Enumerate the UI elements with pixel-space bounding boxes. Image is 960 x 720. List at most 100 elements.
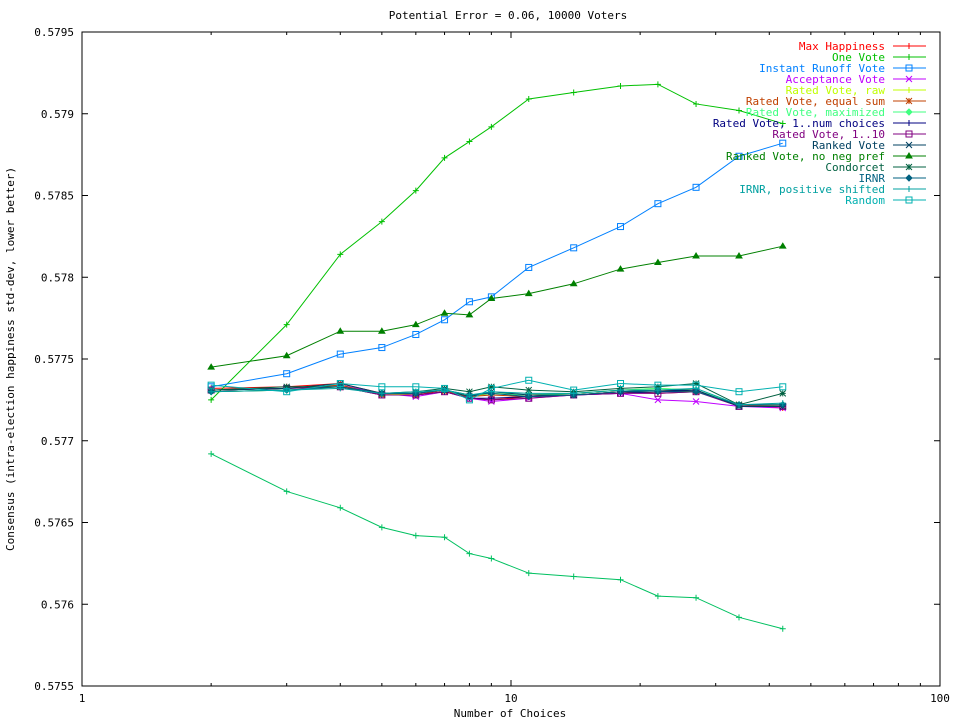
legend-marker xyxy=(905,163,913,171)
data-point xyxy=(654,396,662,404)
data-point xyxy=(525,386,533,394)
data-point xyxy=(736,614,743,621)
data-point xyxy=(779,625,786,632)
legend-label: IRNR xyxy=(859,172,886,185)
data-point xyxy=(411,320,420,328)
data-point xyxy=(692,183,700,191)
data-point xyxy=(488,383,495,391)
series-line xyxy=(211,386,783,407)
data-point xyxy=(377,327,386,334)
legend-marker xyxy=(905,64,913,72)
data-point xyxy=(283,321,290,328)
data-point xyxy=(654,258,662,266)
legend-marker xyxy=(905,108,913,116)
legend-label: Acceptance Vote xyxy=(786,73,885,86)
data-point xyxy=(570,244,578,252)
data-point xyxy=(525,392,533,401)
y-tick-label: 0.5775 xyxy=(34,353,74,366)
data-point xyxy=(570,573,577,580)
data-point xyxy=(692,398,700,405)
data-point xyxy=(735,388,743,396)
data-point xyxy=(525,570,532,577)
data-point xyxy=(336,327,345,334)
data-point xyxy=(441,384,449,392)
data-point xyxy=(692,252,700,259)
legend-marker xyxy=(906,54,912,60)
data-point xyxy=(692,381,700,389)
legend-marker xyxy=(905,152,913,159)
data-point xyxy=(525,96,532,103)
data-point xyxy=(487,294,496,302)
data-point xyxy=(617,223,625,231)
y-axis-label: Consensus (intra-election happiness std-… xyxy=(4,167,17,551)
legend-label: Random xyxy=(845,194,885,207)
data-point xyxy=(693,100,700,107)
data-point xyxy=(378,218,385,225)
legend-label: Rated Vote, raw xyxy=(786,84,886,97)
data-point xyxy=(412,330,420,338)
data-point xyxy=(654,81,661,88)
series-layer xyxy=(207,81,787,632)
axis-ticks: 0.5755 0.576 0.5765 0.577 0.5775 0.578 0.5785 0… xyxy=(34,26,950,705)
legend-label: One Vote xyxy=(832,51,885,64)
data-point xyxy=(525,376,533,384)
data-point xyxy=(779,120,786,127)
data-point xyxy=(207,381,215,389)
data-point xyxy=(525,263,533,271)
legend-label: Condorcet xyxy=(825,161,885,174)
data-point xyxy=(570,386,578,394)
x-tick-label: 10 xyxy=(504,692,517,705)
y-tick-label: 0.576 xyxy=(41,598,74,611)
data-point xyxy=(336,380,344,388)
y-tick-label: 0.5765 xyxy=(34,517,74,530)
data-point xyxy=(465,310,474,318)
data-point xyxy=(570,89,577,96)
data-point xyxy=(779,400,786,407)
y-tick-label: 0.5755 xyxy=(34,680,74,693)
y-tick-label: 0.5785 xyxy=(34,190,74,203)
data-point xyxy=(412,532,419,539)
x-tick-label: 100 xyxy=(930,692,950,705)
data-point xyxy=(617,82,624,89)
x-axis-label: Number of Choices xyxy=(454,707,567,720)
legend-label: Rated Vote, maximized xyxy=(746,106,885,119)
y-tick-label: 0.578 xyxy=(41,271,74,284)
data-point xyxy=(412,187,419,194)
data-point xyxy=(208,396,215,403)
data-point xyxy=(441,154,448,161)
legend-label: Instant Runoff Vote xyxy=(759,62,885,75)
chart-title: Potential Error = 0.06, 10000 Voters xyxy=(389,9,627,22)
data-point xyxy=(441,534,448,541)
data-point xyxy=(654,200,662,208)
legend-marker xyxy=(905,130,913,138)
data-point xyxy=(692,387,700,396)
data-point xyxy=(282,351,291,359)
data-point xyxy=(617,387,624,394)
data-point xyxy=(569,279,578,287)
data-point xyxy=(378,344,386,352)
data-point xyxy=(283,370,291,378)
series-line xyxy=(211,142,783,388)
series-line xyxy=(211,245,783,368)
series-ranked-vote-no-neg-pref xyxy=(207,242,787,370)
data-point xyxy=(440,309,449,316)
y-tick-label: 0.579 xyxy=(41,108,74,121)
data-point xyxy=(378,524,385,531)
data-point xyxy=(617,380,625,388)
legend-label: IRNR, positive shifted xyxy=(739,183,885,196)
data-point xyxy=(208,450,215,457)
series-line xyxy=(211,379,783,401)
legend-marker xyxy=(906,120,912,126)
data-point xyxy=(735,252,743,259)
legend-label: Rated Vote, 1..num choices xyxy=(713,117,885,130)
data-point xyxy=(207,363,216,370)
data-point xyxy=(336,350,344,358)
legend-marker xyxy=(905,97,913,105)
data-point xyxy=(208,388,215,395)
data-point xyxy=(465,396,473,404)
legend-label: Max Happiness xyxy=(799,40,885,53)
y-tick-label: 0.5795 xyxy=(34,26,74,39)
series-line xyxy=(210,83,783,401)
data-point xyxy=(735,152,743,160)
